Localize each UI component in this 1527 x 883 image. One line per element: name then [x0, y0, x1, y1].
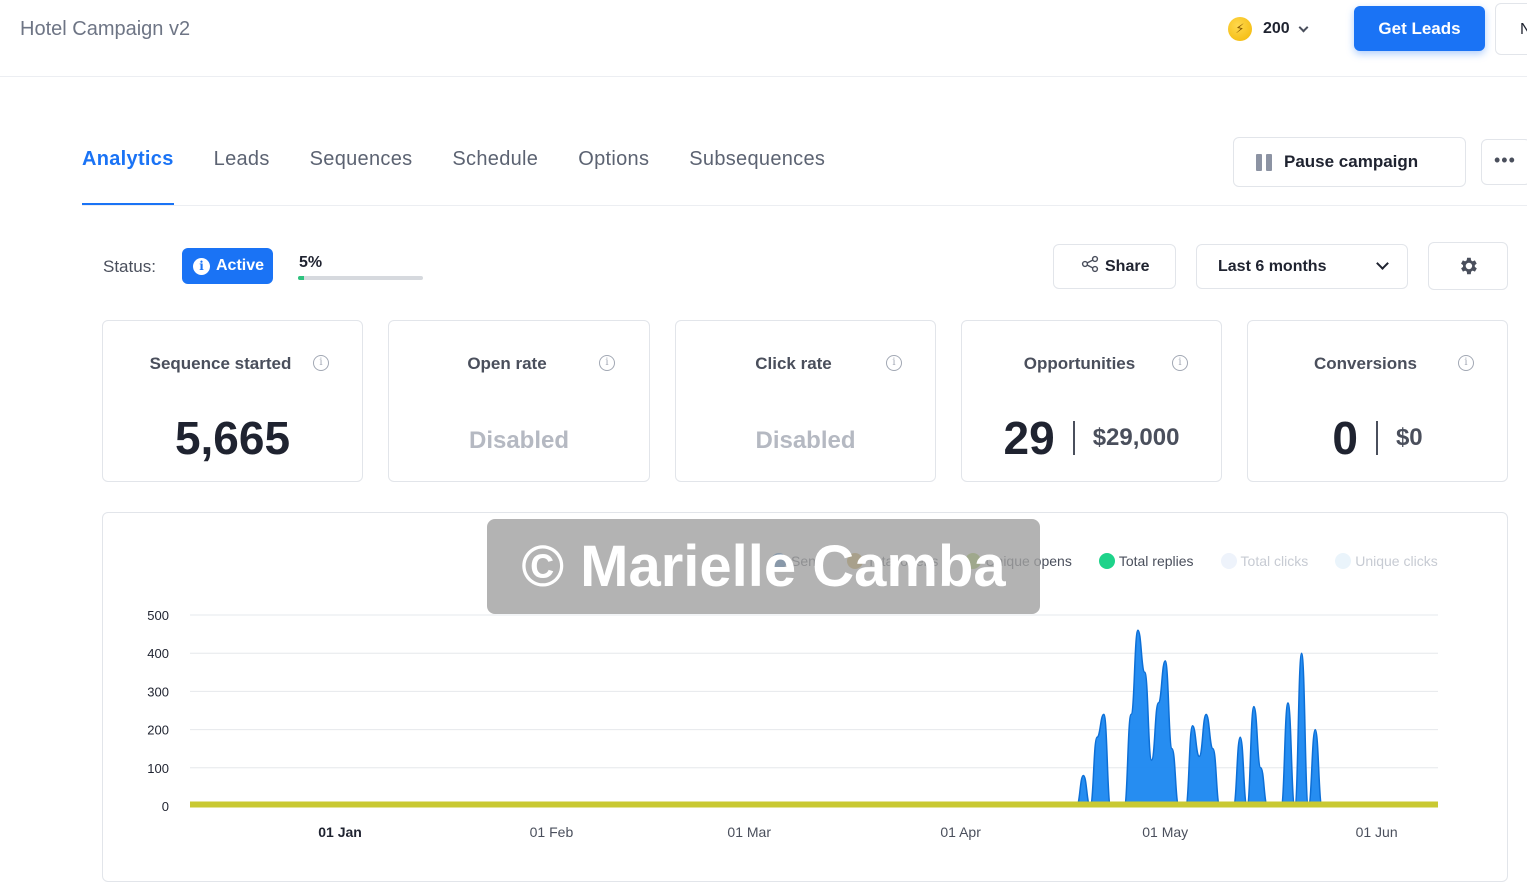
- conversions-card: Conversions i 0 $0: [1247, 320, 1508, 482]
- progress-bar-fill: [298, 276, 305, 280]
- x-tick-label: 01 Apr: [940, 824, 981, 840]
- legend-dot-icon: [1335, 553, 1352, 569]
- card-value: 29 $29,000: [962, 411, 1221, 465]
- y-tick-label: 200: [147, 723, 169, 738]
- share-label: Share: [1105, 257, 1150, 275]
- y-tick-label: 400: [147, 646, 169, 661]
- campaign-tabs: Analytics Leads Sequences Schedule Optio…: [82, 136, 865, 206]
- get-leads-button[interactable]: Get Leads: [1354, 6, 1485, 51]
- more-options-button[interactable]: •••: [1481, 139, 1527, 185]
- y-tick-label: 0: [162, 799, 169, 814]
- share-icon: [1081, 255, 1099, 278]
- tab-subsequences[interactable]: Subsequences: [689, 148, 826, 170]
- y-tick-label: 500: [147, 608, 169, 623]
- share-button[interactable]: Share: [1053, 244, 1176, 289]
- card-value: Disabled: [468, 427, 570, 454]
- y-tick-label: 100: [147, 761, 169, 776]
- info-icon[interactable]: i: [1172, 355, 1188, 371]
- credits-dropdown[interactable]: ⚡ 200: [1228, 16, 1309, 42]
- settings-button[interactable]: [1428, 242, 1508, 290]
- top-bar: Hotel Campaign v2 ⚡ 200 Get Leads N: [0, 0, 1527, 77]
- legend-label: Unique clicks: [1355, 553, 1438, 569]
- legend-dot-icon: [1220, 553, 1237, 569]
- legend-item[interactable]: Total replies: [1098, 553, 1194, 569]
- legend-label: Total replies: [1118, 553, 1194, 569]
- info-icon[interactable]: i: [599, 355, 615, 371]
- more-dots-icon: •••: [1494, 150, 1516, 170]
- opportunities-card: Opportunities i 29 $29,000: [961, 320, 1222, 482]
- legend-label: Total clicks: [1240, 553, 1309, 569]
- x-tick-label: 01 Mar: [727, 824, 771, 840]
- x-tick-label: 01 Jun: [1356, 824, 1398, 840]
- opportunities-amount: $29,000: [1092, 424, 1180, 451]
- series-sent-area: [1075, 629, 1323, 807]
- y-tick-label: 300: [147, 684, 169, 699]
- chevron-down-icon: [1298, 22, 1309, 32]
- status-value: Active: [216, 257, 265, 274]
- x-tick-label: 01 Jan: [318, 824, 362, 840]
- card-title: Open rate: [467, 354, 547, 373]
- divider: [1072, 421, 1075, 455]
- progress-bar: [298, 276, 423, 280]
- progress-percent: 5%: [299, 254, 323, 271]
- gear-icon: [1461, 257, 1477, 275]
- pause-campaign-button[interactable]: Pause campaign: [1233, 137, 1466, 187]
- divider: [1375, 421, 1378, 455]
- card-title: Sequence started: [149, 354, 292, 373]
- info-icon[interactable]: i: [886, 355, 902, 371]
- date-range-select[interactable]: Last 6 months: [1196, 244, 1408, 289]
- card-title: Opportunities: [1023, 354, 1136, 373]
- status-badge[interactable]: i Active: [182, 248, 273, 284]
- pause-icon: [1256, 153, 1272, 171]
- tab-schedule[interactable]: Schedule: [452, 148, 539, 170]
- info-icon[interactable]: i: [1458, 355, 1474, 371]
- tab-analytics[interactable]: Analytics: [82, 136, 174, 206]
- x-tick-label: 01 May: [1142, 824, 1188, 840]
- chevron-down-icon: [1376, 257, 1389, 270]
- opportunities-count: 29: [1003, 412, 1055, 464]
- legend-dot-icon: [1098, 553, 1115, 569]
- card-title: Conversions: [1314, 354, 1417, 373]
- pause-campaign-label: Pause campaign: [1284, 152, 1419, 171]
- card-value: 5,665: [174, 412, 291, 464]
- sequence-started-card: Sequence started i 5,665: [102, 320, 363, 482]
- card-title: Click rate: [755, 354, 832, 373]
- lightning-coin-icon: ⚡: [1228, 17, 1252, 41]
- analytics-chart-card: 0 100 200 300 400 500 01 Jan 01 Feb 01 Mar 01 Apr…: [102, 512, 1508, 882]
- click-rate-card: Click rate i Disabled: [675, 320, 936, 482]
- analytics-chart: 0 100 200 300 400 500 01 Jan 01 Feb 01 Mar 01 Apr…: [147, 608, 1438, 840]
- card-value: Disabled: [755, 427, 856, 454]
- info-icon: i: [193, 257, 210, 275]
- x-tick-label: 01 Feb: [530, 824, 574, 840]
- legend-item[interactable]: Unique clicks: [1335, 553, 1438, 569]
- date-range-value: Last 6 months: [1218, 258, 1327, 275]
- status-label: Status:: [103, 257, 156, 276]
- conversions-count: 0: [1332, 412, 1358, 464]
- card-value: 0 $0: [1248, 411, 1507, 465]
- legend-item[interactable]: Total clicks: [1220, 553, 1309, 569]
- info-icon[interactable]: i: [313, 355, 329, 371]
- tab-sequences[interactable]: Sequences: [309, 148, 413, 170]
- conversions-amount: $0: [1395, 424, 1423, 451]
- user-menu-button[interactable]: N: [1495, 3, 1527, 55]
- copyright-watermark: © Marielle Camba: [487, 519, 1040, 614]
- campaign-title: Hotel Campaign v2: [20, 18, 191, 40]
- credits-count: 200: [1263, 20, 1290, 37]
- tab-leads[interactable]: Leads: [213, 148, 270, 170]
- tabs-divider: [82, 205, 1527, 206]
- tab-options[interactable]: Options: [578, 148, 650, 170]
- open-rate-card: Open rate i Disabled: [388, 320, 650, 482]
